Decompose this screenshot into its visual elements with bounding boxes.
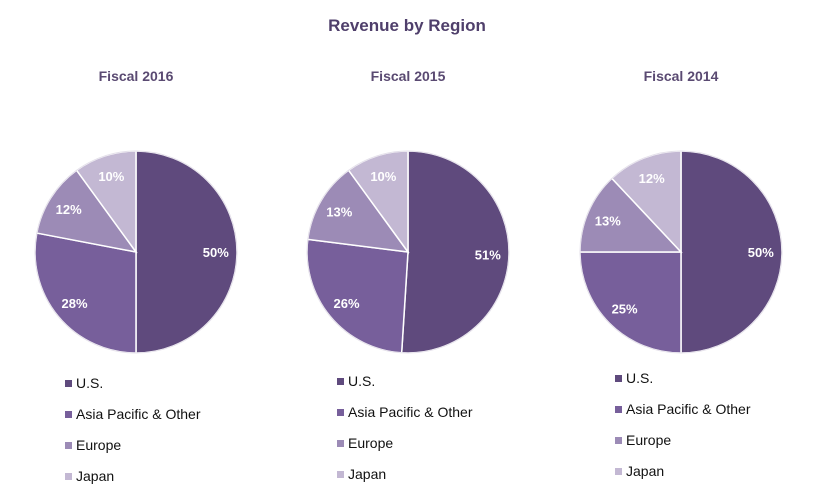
data-label: 50% [748,245,774,260]
data-label: 28% [62,296,88,311]
legend-swatch [65,441,72,449]
subtitle-fiscal-2015: Fiscal 2015 [370,68,446,84]
legend-label: Japan [76,468,115,484]
legend-label: Japan [348,466,387,482]
pie-slice-asia-pacific-other [34,232,137,354]
legend-item: Asia Pacific & Other [65,406,201,422]
data-label: 25% [612,301,638,316]
data-label: 51% [475,248,501,263]
chart-title: Revenue by Region [328,16,486,35]
legend-item: U.S. [65,375,103,391]
legend-label: Europe [348,435,394,451]
legend-label: Asia Pacific & Other [348,404,473,420]
legend-label: Asia Pacific & Other [76,406,201,422]
legend-item: Japan [615,463,664,479]
legend-swatch [615,467,622,475]
data-label: 50% [203,245,229,260]
legend-item: Europe [337,435,393,451]
pie-outline [306,150,510,354]
data-label: 10% [370,169,396,184]
subtitle-fiscal-2016: Fiscal 2016 [98,68,174,84]
data-label: 13% [326,204,352,219]
data-label: 12% [639,171,665,186]
legend-label: Europe [76,437,122,453]
legend-item: U.S. [337,373,375,389]
pie-outline [579,150,783,354]
legend-item: Asia Pacific & Other [337,404,473,420]
legend-label: Japan [626,463,665,479]
legend-item: Europe [615,432,671,448]
legend-label: U.S. [348,373,376,389]
data-label: 12% [56,202,82,217]
legend-swatch [65,410,72,418]
legend-swatch [337,470,344,478]
legend-swatch [337,408,344,416]
subtitle-fiscal-2014: Fiscal 2014 [643,68,719,84]
legend-item: Europe [65,437,121,453]
legend-swatch [615,374,622,382]
legend-swatch [65,379,72,387]
data-label: 13% [595,213,621,228]
legend-label: U.S. [626,370,654,386]
legend-item: U.S. [615,370,653,386]
legend-label: Asia Pacific & Other [626,401,751,417]
data-label: 10% [98,169,124,184]
legend-swatch [65,472,72,480]
legend-label: U.S. [76,375,104,391]
legend-swatch [337,439,344,447]
data-label: 26% [334,296,360,311]
legend-swatch [615,436,622,444]
legend-item: Asia Pacific & Other [615,401,751,417]
legend-item: Japan [337,466,386,482]
legend-label: Europe [626,432,672,448]
legend-swatch [337,377,344,385]
legend-item: Japan [65,468,114,484]
pie-outline [34,150,238,354]
legend-swatch [615,405,622,413]
